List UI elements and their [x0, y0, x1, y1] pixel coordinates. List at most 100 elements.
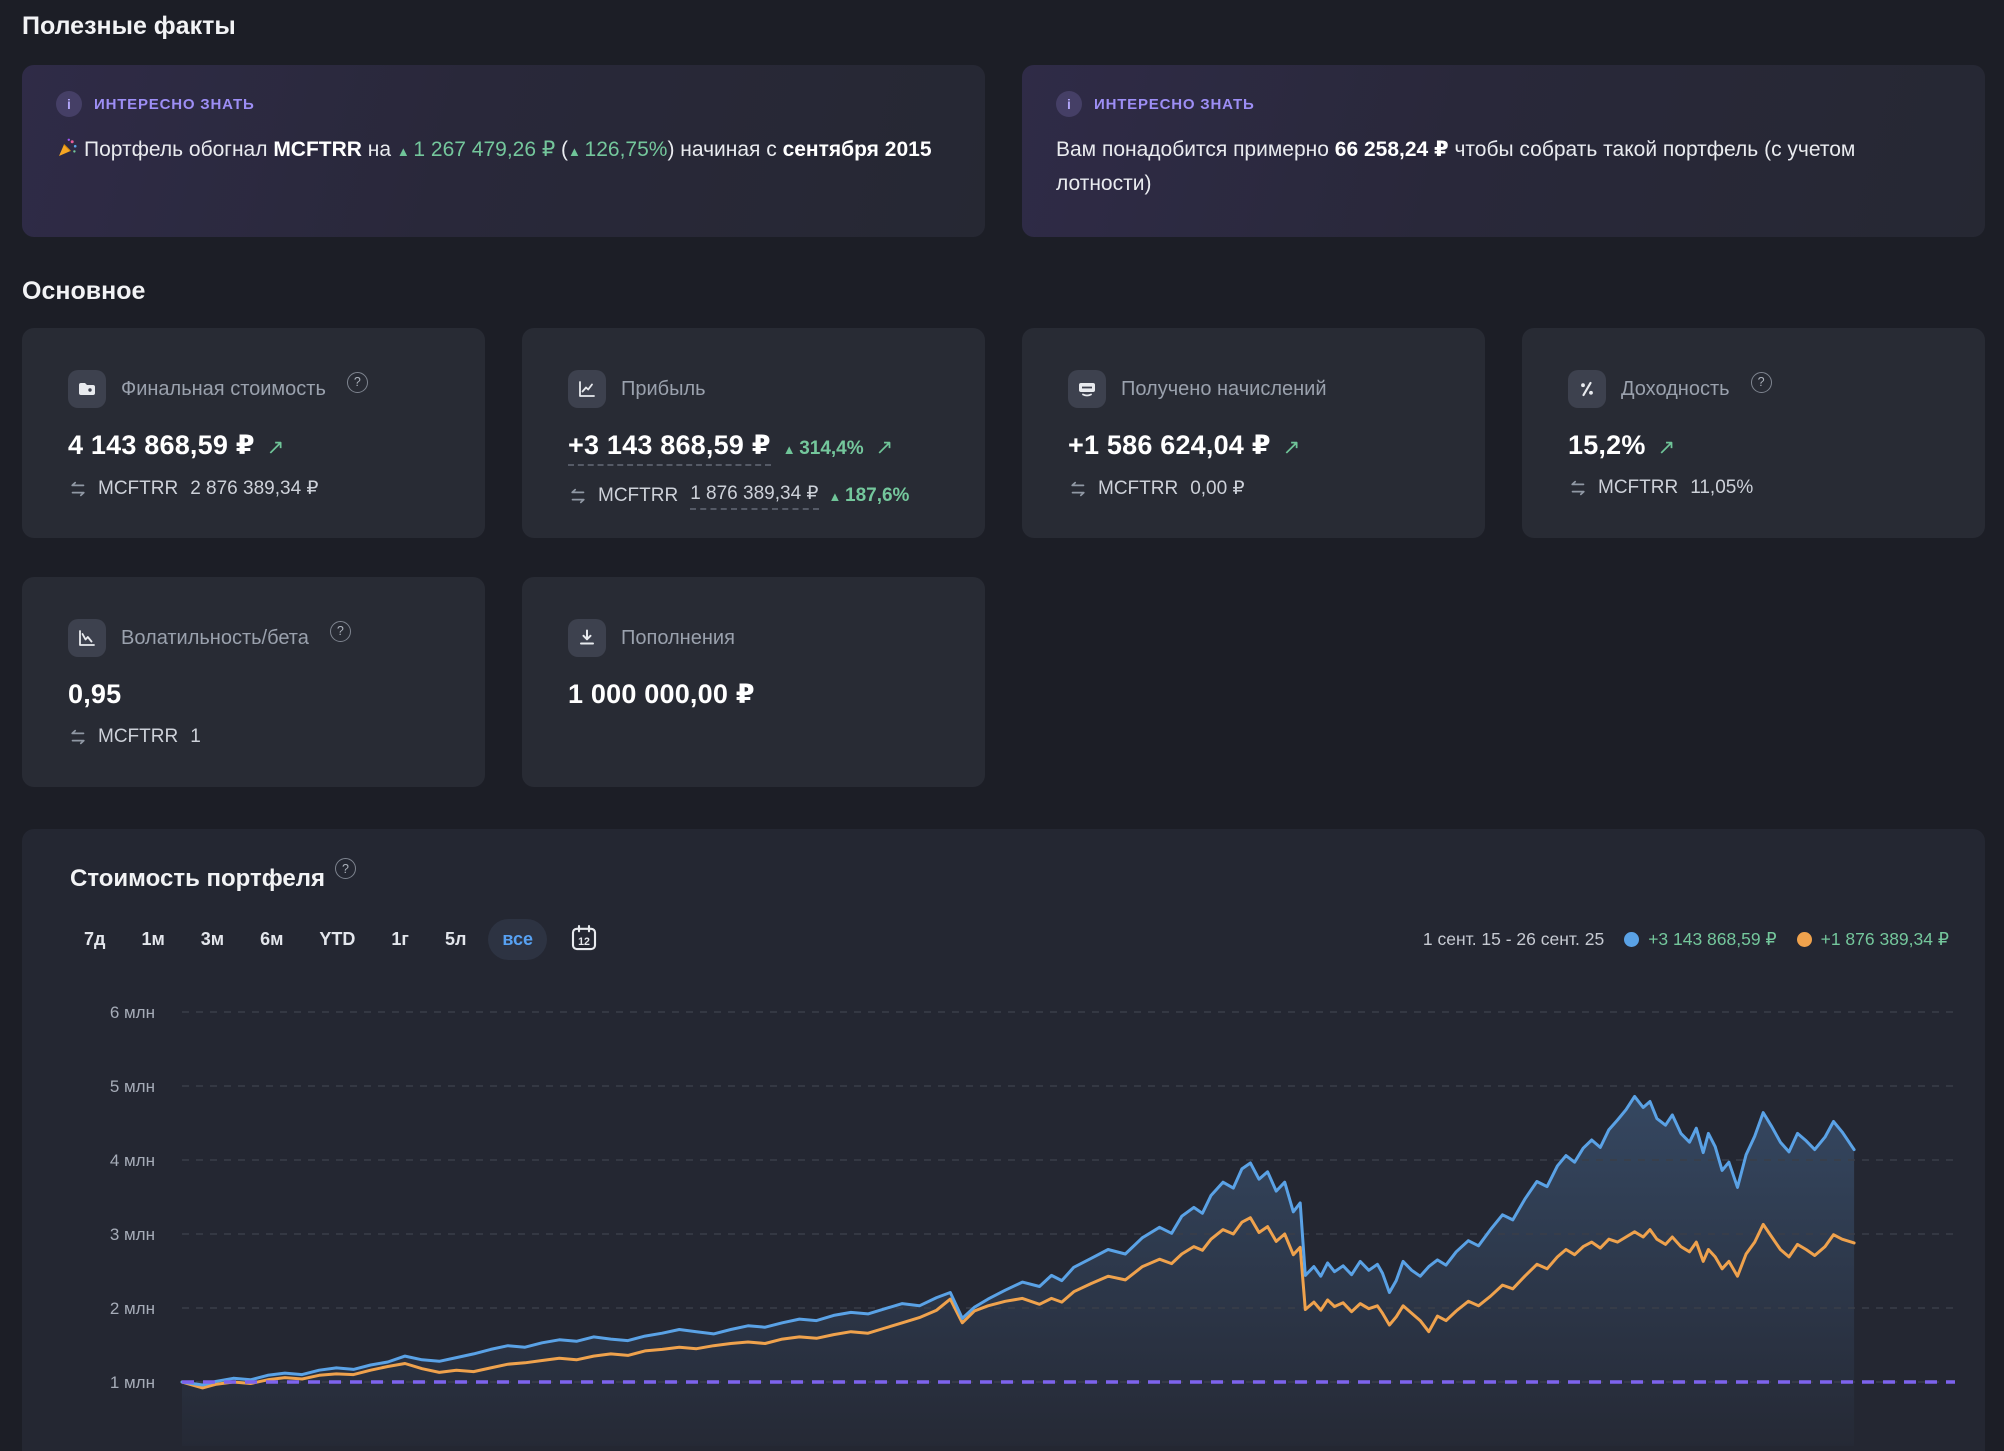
- info-icon: i: [56, 91, 82, 117]
- stat-card-yield: Доходность ? 15,2% ▲ ↗ MCFTRR 11,05%: [1522, 328, 1985, 538]
- stat-label: Волатильность/бета: [121, 626, 309, 649]
- stat-header: Финальная стоимость ?: [68, 370, 439, 408]
- stat-value: +1 586 624,04 ₽: [1068, 430, 1271, 460]
- section-title-facts: Полезные факты: [22, 12, 236, 40]
- compare-icon: [71, 729, 85, 745]
- stat-card-final-value: Финальная стоимость ? 4 143 868,59 ₽ ▲ ↗…: [22, 328, 485, 538]
- info-icon: i: [1056, 91, 1082, 117]
- portfolio-chart[interactable]: 6 млн 5 млн 4 млн 3 млн 2 млн 1 млн: [52, 976, 1955, 1446]
- stat-label: Пополнения: [621, 626, 735, 649]
- deposits-icon: [568, 619, 606, 657]
- svg-text:2 млн: 2 млн: [110, 1299, 155, 1318]
- benchmark-value: 0,00 ₽: [1190, 478, 1245, 499]
- stat-value-row: 0,95: [68, 679, 439, 710]
- svg-text:1 млн: 1 млн: [110, 1373, 155, 1392]
- range-button-7д[interactable]: 7д: [70, 919, 119, 960]
- calendar-button[interactable]: 12: [563, 919, 605, 960]
- benchmark-value: 2 876 389,34 ₽: [190, 478, 319, 499]
- stat-value: 1 000 000,00 ₽: [568, 679, 755, 709]
- benchmark-value: 11,05%: [1690, 477, 1754, 498]
- section-title-main: Основное: [22, 277, 146, 305]
- percent-icon: [1568, 370, 1606, 408]
- legend-item-portfolio: +3 143 868,59 ₽: [1624, 929, 1777, 950]
- stat-value-row: 1 000 000,00 ₽: [568, 679, 939, 710]
- payments-icon: [1068, 370, 1106, 408]
- trend-up-arrow-icon: ↗: [875, 436, 894, 459]
- help-icon[interactable]: ?: [346, 371, 368, 393]
- range-button-1м[interactable]: 1м: [127, 919, 178, 960]
- legend-value: +3 143 868,59 ₽: [1648, 929, 1777, 949]
- compare-icon: [571, 488, 585, 504]
- range-button-YTD[interactable]: YTD: [305, 919, 369, 960]
- fact-card-label: ИНТЕРЕСНО ЗНАТЬ: [1094, 95, 1255, 113]
- legend-value: +1 876 389,34 ₽: [1820, 929, 1949, 949]
- portfolio-value-card: Стоимость портфеля ? 7д 1м 3м 6м YTD 1г 5л все …: [22, 829, 1985, 1451]
- benchmark-row: MCFTRR 1: [68, 726, 439, 748]
- chart-line-icon: [568, 370, 606, 408]
- stat-header: Волатильность/бета ?: [68, 619, 439, 657]
- stat-label: Финальная стоимость: [121, 377, 326, 400]
- stat-value-row: +3 143 868,59 ₽ ▲ 314,4% ↗: [568, 430, 939, 466]
- help-icon[interactable]: ?: [1750, 371, 1772, 393]
- portfolio-series-dot-icon: [1624, 932, 1640, 947]
- trend-up-arrow-icon: ↗: [1282, 436, 1301, 459]
- benchmark-value: 1: [190, 726, 201, 747]
- benchmark-row: MCFTRR 2 876 389,34 ₽ ▲: [68, 477, 439, 500]
- fact-text: Вам понадобится примерно 66 258,24 ₽ что…: [1056, 138, 1856, 195]
- stat-value-row: 15,2% ▲ ↗: [1568, 430, 1939, 461]
- fact-card-header: i ИНТЕРЕСНО ЗНАТЬ: [56, 91, 951, 117]
- chart-legend: 1 сент. 15 - 26 сент. 25 +3 143 868,59 ₽…: [1423, 929, 1949, 950]
- svg-text:6 млн: 6 млн: [110, 1003, 155, 1022]
- wallet-icon: [68, 370, 106, 408]
- fact-text: Портфель обогнал MCFTRR на ▲ 1 267 479,2…: [56, 133, 951, 169]
- benchmark-name: MCFTRR: [1598, 477, 1679, 498]
- stat-value-row: +1 586 624,04 ₽ ▲ ↗: [1068, 430, 1439, 461]
- stat-card-profit: Прибыль ? +3 143 868,59 ₽ ▲ 314,4% ↗ MCF…: [522, 328, 985, 538]
- benchmark-delta-percent: ▲ 187,6%: [828, 485, 910, 506]
- range-button-5л[interactable]: 5л: [431, 919, 480, 960]
- stat-header: Доходность ?: [1568, 370, 1939, 408]
- svg-text:4 млн: 4 млн: [110, 1151, 155, 1170]
- stat-card-deposits: Пополнения ? 1 000 000,00 ₽: [522, 577, 985, 787]
- fact-card-header: i ИНТЕРЕСНО ЗНАТЬ: [1056, 91, 1951, 117]
- compare-icon: [71, 481, 85, 496]
- facts-row: i ИНТЕРЕСНО ЗНАТЬ Портфель обогнал MCFTR…: [22, 65, 1985, 237]
- help-icon[interactable]: ?: [335, 858, 357, 879]
- fact-card-cost-to-build: i ИНТЕРЕСНО ЗНАТЬ Вам понадобится пример…: [1022, 65, 1985, 237]
- stat-value: 15,2%: [1568, 430, 1646, 460]
- compare-icon: [1071, 481, 1085, 496]
- trend-up-arrow-icon: ↗: [266, 436, 285, 459]
- fact-card-label: ИНТЕРЕСНО ЗНАТЬ: [94, 95, 255, 113]
- legend-period: 1 сент. 15 - 26 сент. 25: [1422, 929, 1605, 949]
- chart-title: Стоимость портфеля: [70, 865, 326, 892]
- help-icon[interactable]: ?: [329, 620, 351, 642]
- chart-plot-area: 6 млн 5 млн 4 млн 3 млн 2 млн 1 млн: [52, 976, 1955, 1451]
- benchmark-row: MCFTRR 11,05%: [1568, 477, 1939, 499]
- legend-item-benchmark: +1 876 389,34 ₽: [1796, 929, 1949, 950]
- chart-title-row: Стоимость портфеля ?: [70, 858, 1955, 893]
- benchmark-row: MCFTRR 1 876 389,34 ₽ ▲ 187,6%: [568, 482, 939, 510]
- benchmark-name: MCFTRR: [98, 726, 179, 747]
- stat-card-accruals: Получено начислений ? +1 586 624,04 ₽ ▲ …: [1022, 328, 1485, 538]
- svg-text:3 млн: 3 млн: [110, 1225, 155, 1244]
- stat-value[interactable]: +3 143 868,59 ₽: [568, 430, 771, 466]
- trend-up-arrow-icon: ↗: [1657, 436, 1676, 459]
- fact-card-outperform: i ИНТЕРЕСНО ЗНАТЬ Портфель обогнал MCFTR…: [22, 65, 985, 237]
- benchmark-value[interactable]: 1 876 389,34 ₽: [690, 482, 819, 510]
- stat-header: Прибыль ?: [568, 370, 939, 408]
- stat-value-row: 4 143 868,59 ₽ ▲ ↗: [68, 430, 439, 461]
- benchmark-name: MCFTRR: [1098, 477, 1179, 499]
- svg-text:12: 12: [578, 936, 590, 948]
- stat-header: Получено начислений ?: [1068, 370, 1439, 408]
- range-button-3м[interactable]: 3м: [187, 919, 238, 960]
- range-button-6м[interactable]: 6м: [246, 919, 297, 960]
- range-button-1г[interactable]: 1г: [377, 919, 423, 960]
- svg-text:5 млн: 5 млн: [110, 1077, 155, 1096]
- benchmark-series-dot-icon: [1796, 932, 1812, 947]
- stat-value: 4 143 868,59 ₽: [68, 430, 255, 460]
- stat-value: 0,95: [68, 679, 122, 709]
- volatility-icon: [68, 619, 106, 657]
- party-popper-icon: [59, 138, 77, 156]
- range-button-все[interactable]: все: [488, 919, 548, 960]
